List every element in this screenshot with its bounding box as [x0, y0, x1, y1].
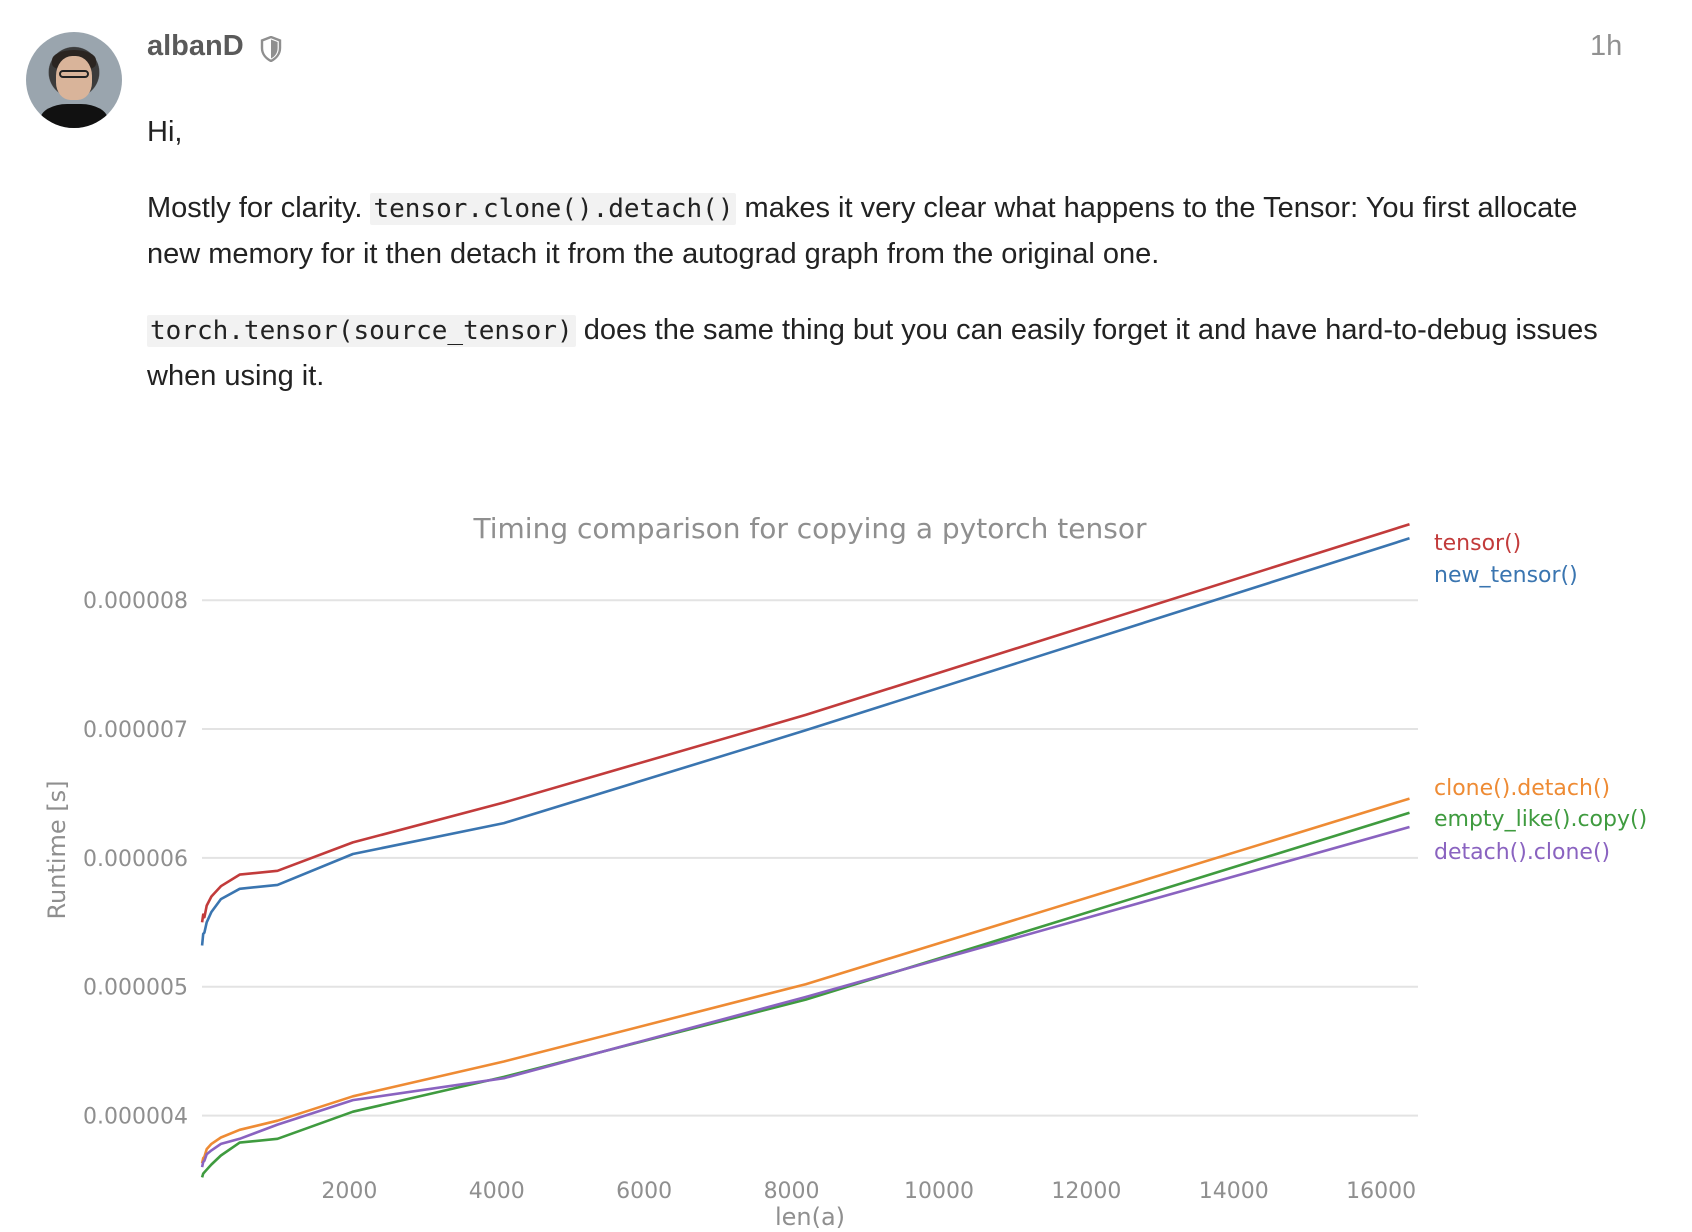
x-tick-label: 6000 [616, 1179, 672, 1204]
avatar-face [56, 56, 92, 100]
series-label: detach().clone() [1434, 840, 1610, 865]
x-tick-label: 14000 [1199, 1179, 1269, 1204]
series-line-detach-clone [200, 825, 1410, 1168]
post-body: Hi, Mostly for clarity. tensor.clone().d… [147, 110, 1627, 430]
x-axis-label: len(a) [775, 1203, 845, 1231]
greeting-paragraph: Hi, [147, 110, 1627, 155]
series-label: tensor() [1434, 531, 1521, 556]
chart-series-lines [200, 522, 1410, 1178]
y-tick-labels: 0.000004 0.000005 0.000006 0.000007 0.000008 [83, 589, 188, 1129]
y-tick-label: 0.000004 [83, 1105, 188, 1130]
x-tick-label: 8000 [764, 1179, 820, 1204]
y-tick-label: 0.000006 [83, 847, 188, 872]
y-axis-label: Runtime [s] [43, 780, 71, 919]
paragraph-clarity: Mostly for clarity. tensor.clone().detac… [147, 186, 1627, 277]
shield-icon [260, 35, 282, 67]
chart-series-labels: tensor() new_tensor() clone().detach() empt… [1434, 531, 1647, 865]
code-torch-tensor: torch.tensor(source_tensor) [147, 315, 576, 347]
y-tick-label: 0.000008 [83, 589, 188, 614]
series-line-new-tensor [200, 537, 1410, 946]
p2-rest: does the same thing but you can easily f… [147, 314, 1598, 392]
x-tick-label: 4000 [469, 1179, 525, 1204]
x-tick-label: 16000 [1346, 1179, 1416, 1204]
series-line-empty-like-copy [200, 811, 1410, 1178]
x-tick-label: 10000 [904, 1179, 974, 1204]
paragraph-torch-tensor: torch.tensor(source_tensor) does the sam… [147, 308, 1627, 399]
series-line-clone-detach [200, 797, 1410, 1164]
timing-chart: Timing comparison for copying a pytorch … [43, 512, 1647, 1231]
chart-grid [202, 599, 1418, 1117]
series-label: clone().detach() [1434, 776, 1610, 801]
avatar-glasses [59, 70, 89, 78]
series-label: new_tensor() [1434, 563, 1578, 588]
p1-rest: makes it very clear what happens to the … [147, 192, 1578, 270]
y-tick-label: 0.000005 [83, 976, 188, 1001]
greeting-text: Hi, [147, 116, 183, 148]
post-date[interactable]: 1h [1590, 30, 1623, 62]
user-avatar[interactable] [26, 32, 122, 128]
series-line-tensor [200, 522, 1410, 923]
x-tick-labels: 2000 4000 6000 8000 10000 12000 14000 16000 [321, 1179, 1416, 1204]
x-tick-label: 12000 [1051, 1179, 1121, 1204]
code-clone-detach: tensor.clone().detach() [370, 193, 737, 225]
avatar-shirt [40, 104, 108, 128]
x-tick-label: 2000 [321, 1179, 377, 1204]
username-link[interactable]: albanD [147, 30, 244, 62]
chart-title: Timing comparison for copying a pytorch … [473, 512, 1147, 545]
y-tick-label: 0.000007 [83, 718, 188, 743]
series-label: empty_like().copy() [1434, 807, 1647, 832]
p1-prefix: Mostly for clarity. [147, 192, 363, 224]
